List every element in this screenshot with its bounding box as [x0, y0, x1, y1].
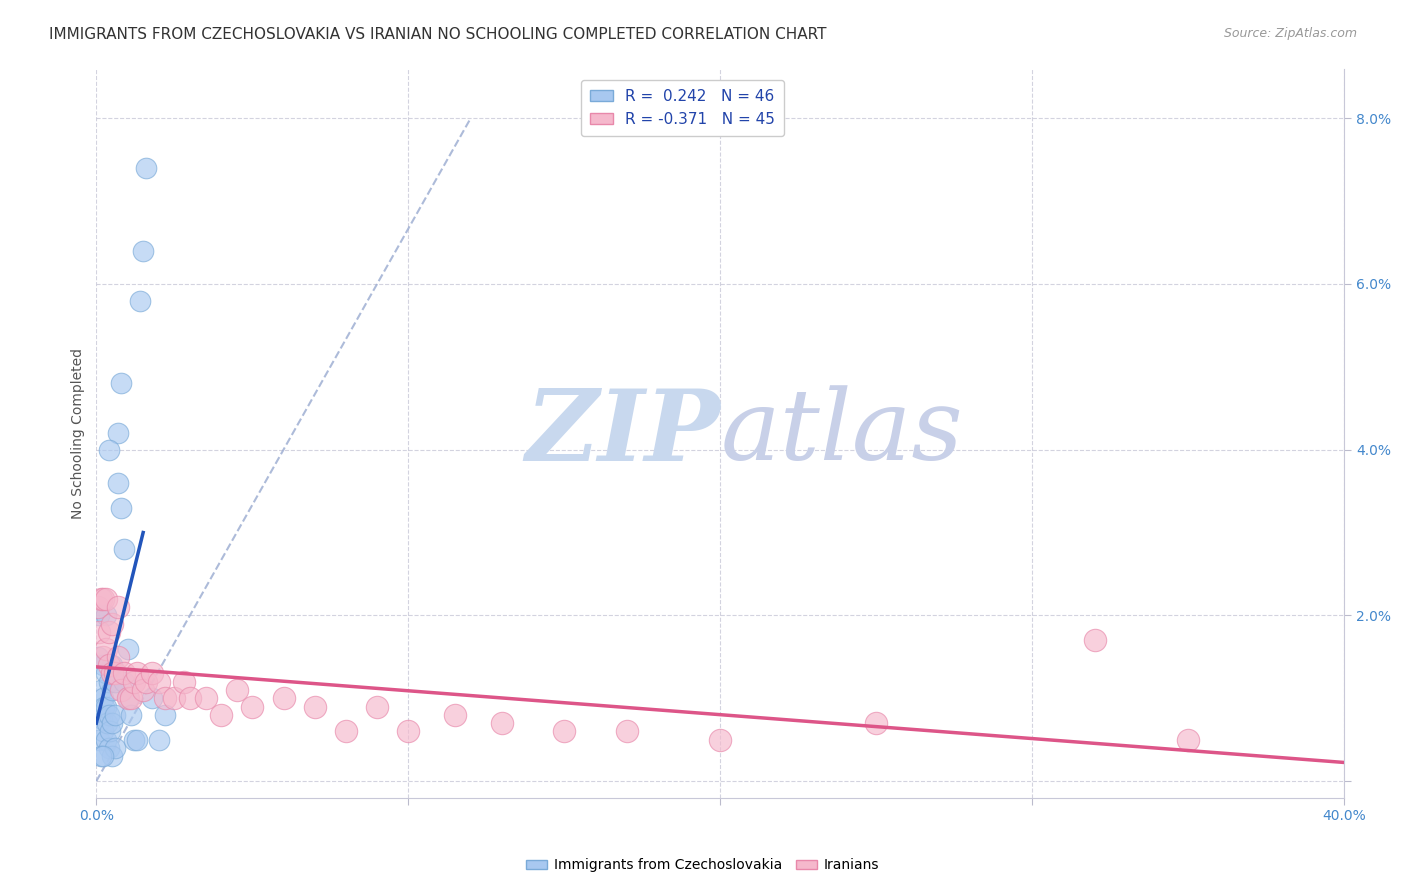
Point	[112, 674, 135, 689]
Point	[335, 724, 357, 739]
Point	[94, 666, 117, 681]
Point	[97, 674, 120, 689]
Point	[117, 691, 139, 706]
Point	[129, 293, 152, 308]
Point	[91, 724, 114, 739]
Point	[94, 732, 117, 747]
Point	[110, 376, 132, 391]
Point	[491, 716, 513, 731]
Point	[135, 674, 157, 689]
Point	[104, 674, 127, 689]
Point	[120, 691, 142, 706]
Point	[173, 674, 195, 689]
Point	[91, 712, 114, 726]
Point	[87, 600, 110, 615]
Point	[101, 666, 124, 681]
Point	[100, 724, 122, 739]
Point	[97, 442, 120, 457]
Point	[90, 682, 112, 697]
Legend: R =  0.242   N = 46, R = -0.371   N = 45: R = 0.242 N = 46, R = -0.371 N = 45	[581, 79, 785, 136]
Point	[107, 426, 129, 441]
Point	[122, 732, 145, 747]
Point	[112, 666, 135, 681]
Point	[304, 699, 326, 714]
Point	[107, 600, 129, 615]
Point	[125, 666, 148, 681]
Point	[444, 707, 467, 722]
Point	[553, 724, 575, 739]
Point	[153, 707, 176, 722]
Point	[94, 699, 117, 714]
Point	[107, 649, 129, 664]
Point	[616, 724, 638, 739]
Point	[89, 608, 111, 623]
Point	[396, 724, 419, 739]
Point	[89, 707, 111, 722]
Legend: Immigrants from Czechoslovakia, Iranians: Immigrants from Czechoslovakia, Iranians	[520, 853, 886, 878]
Point	[101, 682, 124, 697]
Point	[87, 732, 110, 747]
Point	[94, 641, 117, 656]
Point	[366, 699, 388, 714]
Point	[120, 707, 142, 722]
Point	[104, 741, 127, 756]
Point	[91, 658, 114, 673]
Point	[148, 732, 170, 747]
Point	[91, 591, 114, 606]
Point	[865, 716, 887, 731]
Point	[148, 674, 170, 689]
Point	[135, 161, 157, 175]
Point	[101, 616, 124, 631]
Point	[101, 658, 124, 673]
Point	[709, 732, 731, 747]
Point	[110, 500, 132, 515]
Point	[104, 707, 127, 722]
Point	[153, 691, 176, 706]
Point	[101, 716, 124, 731]
Point	[163, 691, 186, 706]
Point	[1083, 633, 1105, 648]
Point	[97, 624, 120, 639]
Point	[96, 716, 118, 731]
Point	[101, 749, 124, 764]
Point	[194, 691, 217, 706]
Point	[209, 707, 232, 722]
Point	[110, 682, 132, 697]
Point	[91, 649, 114, 664]
Text: atlas: atlas	[720, 385, 963, 481]
Point	[240, 699, 263, 714]
Point	[107, 475, 129, 490]
Point	[94, 591, 117, 606]
Point	[90, 591, 112, 606]
Point	[91, 749, 114, 764]
Point	[93, 699, 115, 714]
Point	[117, 641, 139, 656]
Point	[179, 691, 201, 706]
Point	[91, 691, 114, 706]
Point	[132, 244, 155, 258]
Point	[1177, 732, 1199, 747]
Point	[97, 741, 120, 756]
Point	[125, 732, 148, 747]
Point	[97, 707, 120, 722]
Point	[87, 649, 110, 664]
Text: Source: ZipAtlas.com: Source: ZipAtlas.com	[1223, 27, 1357, 40]
Point	[225, 682, 247, 697]
Point	[104, 666, 127, 681]
Point	[132, 682, 155, 697]
Point	[94, 608, 117, 623]
Text: IMMIGRANTS FROM CZECHOSLOVAKIA VS IRANIAN NO SCHOOLING COMPLETED CORRELATION CHA: IMMIGRANTS FROM CZECHOSLOVAKIA VS IRANIA…	[49, 27, 827, 42]
Point	[141, 666, 163, 681]
Point	[122, 674, 145, 689]
Text: ZIP: ZIP	[526, 384, 720, 482]
Point	[90, 749, 112, 764]
Point	[117, 691, 139, 706]
Point	[112, 542, 135, 557]
Point	[141, 691, 163, 706]
Y-axis label: No Schooling Completed: No Schooling Completed	[72, 348, 86, 518]
Point	[89, 624, 111, 639]
Point	[97, 658, 120, 673]
Point	[273, 691, 295, 706]
